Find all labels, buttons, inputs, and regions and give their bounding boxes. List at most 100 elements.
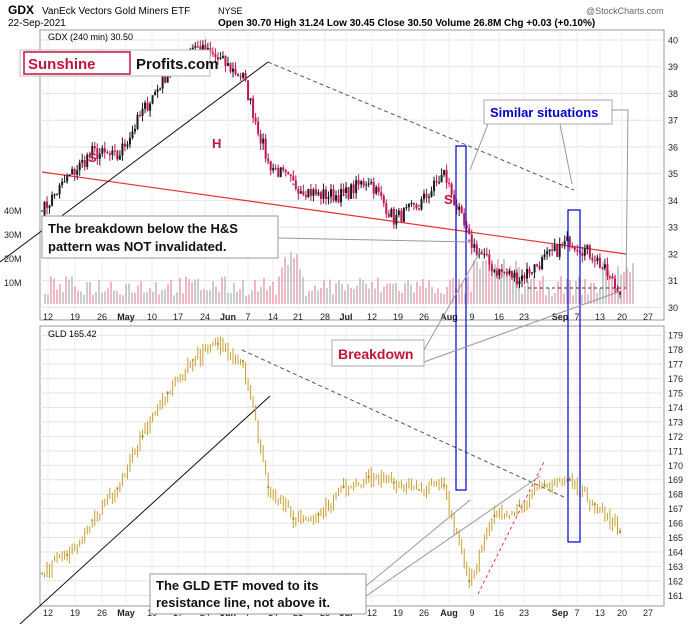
gdx-candle-body [314,189,317,195]
gdx-candle-body [370,182,373,184]
volume-bar [560,276,562,304]
volume-bar [596,292,598,304]
gld-x-tick: 13 [595,608,605,618]
gld-data-point [593,503,597,506]
gdx-candle-body [254,117,257,122]
gld-y-tick: 172 [668,432,683,442]
gdx-candle-body [598,257,601,268]
volume-bar [353,288,355,304]
volume-bar [575,280,577,304]
gdx-candle-body [440,175,443,183]
gld-y-tick: 178 [668,345,683,355]
volume-bar [104,291,106,304]
volume-bar [377,277,379,304]
gld-x-tick: 26 [419,608,429,618]
gdx-candle-body [274,167,277,169]
volume-bar [521,293,523,304]
gdx-candle-body [355,180,358,194]
gdx-candle-body [586,245,589,249]
volume-bar [401,292,403,304]
gdx-candle-body [417,208,420,210]
volume-bar [44,293,46,304]
gdx-candle-body [480,252,483,255]
gdx-candle-body [88,154,91,156]
gdx-candle-body [289,174,292,177]
gdx-candle-body [372,182,375,194]
volume-bar [290,251,292,304]
gdx-candle-body [277,168,280,177]
gdx-candle-body [513,272,516,278]
gdx-candle-body [367,183,370,185]
gdx-candle-body [264,138,267,159]
gdx-candle-body [63,181,66,183]
gdx-candle-body [515,272,518,285]
similar-pointer-2 [559,123,573,185]
volume-bar [359,278,361,304]
volume-bar [605,269,607,304]
gdx-candle-body [242,73,245,78]
breakdown-note-line2: pattern was NOT invalidated. [48,239,226,254]
gdx-y-tick: 37 [668,116,678,126]
gdx-candle-body [533,264,536,273]
volume-bar [395,282,397,304]
volume-tick: 10M [4,278,22,288]
gdx-candle-body [340,188,343,203]
breakdown-pointer-1 [423,251,481,351]
neckline-red [41,171,627,255]
gdx-candle-body [196,46,199,48]
volume-bar [59,284,61,304]
volume-bar [68,279,70,304]
volume-bar [182,293,184,304]
gdx-candle-body [113,150,116,152]
logo-sunshine: Sunshine [28,56,96,73]
volume-bar [80,291,82,304]
gld-y-tick: 162 [668,576,683,586]
gdx-candle-body [531,272,534,274]
volume-bar [308,291,310,304]
gld-data-point [493,514,496,518]
volume-bar [446,286,448,304]
gdx-candle-body [154,92,157,96]
gld-y-tick: 171 [668,446,683,456]
gdx-candle-body [505,272,508,274]
volume-tick: 30M [4,230,22,240]
volume-bar [287,264,289,304]
gdx-candle-body [445,170,448,183]
gdx-candle-body [91,146,94,156]
gdx-candle-body [294,180,297,189]
support-line-bottom [19,395,271,625]
volume-bar [194,279,196,304]
gdx-candle-body [616,287,619,292]
gdx-data-point [191,44,194,47]
gdx-candle-body [422,193,425,200]
volume-bar [500,276,502,304]
volume-bar [380,292,382,304]
gdx-candle-body [297,188,300,194]
breakdown-note-box [41,215,279,259]
volume-bar [470,291,472,304]
gdx-y-tick: 38 [668,89,678,99]
volume-bar [134,292,136,304]
volume-bar [137,285,139,304]
volume-bar [206,290,208,304]
volume-bar [539,281,541,304]
gdx-x-tick: Jul [339,312,352,322]
gdx-y-tick: 34 [668,196,678,206]
volume-bar [71,276,73,304]
volume-bar [509,265,511,304]
volume-bar [242,279,244,304]
gdx-candle-body [415,204,418,209]
gdx-candle-body [596,257,599,261]
gdx-candle-body [96,148,99,159]
gdx-candle-body [337,195,340,203]
gld-note-pointer-1 [365,499,471,587]
gdx-candle-body [211,52,214,55]
volume-bar [125,284,127,304]
rising-line-red-dashed [477,461,545,595]
volume-bar [203,289,205,304]
gld-x-tick: 12 [43,608,53,618]
gdx-candle-body [508,270,511,274]
gdx-candle-body [395,215,398,225]
volume-bar [248,294,250,304]
gdx-candle-body [335,195,338,201]
